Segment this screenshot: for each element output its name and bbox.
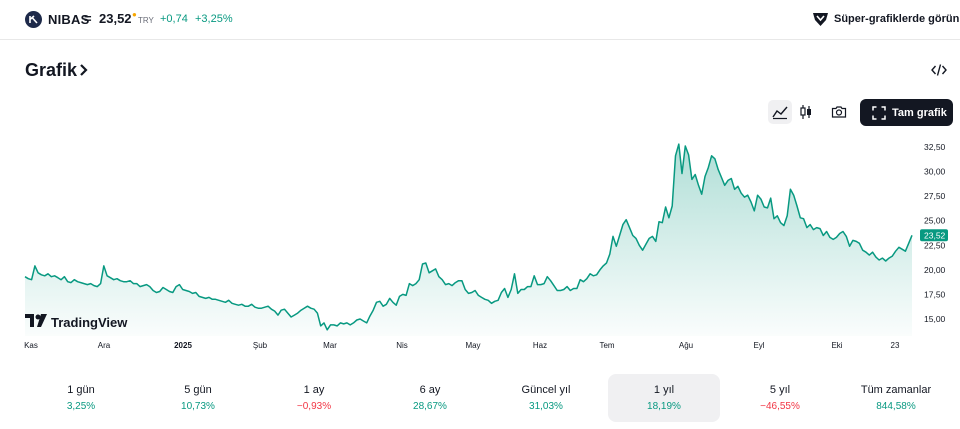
y-tick-label: 20,00 (924, 265, 946, 275)
last-price-badge (920, 229, 948, 242)
x-tick-label: Şub (253, 341, 268, 350)
tradingview-watermark[interactable]: TradingView (51, 315, 128, 330)
price-change: +0,74 (160, 13, 188, 25)
x-tick-label: Ağu (679, 341, 693, 350)
full-chart-label: Tam grafik (892, 107, 947, 119)
y-tick-label: 32,50 (924, 142, 946, 152)
period-button[interactable]: 6 ay 28,67% (374, 374, 486, 422)
period-change: 28,67% (413, 401, 447, 412)
last-price: 23,52 (99, 11, 132, 26)
section-title[interactable]: Grafik (25, 60, 78, 80)
area-chart-button[interactable] (768, 100, 792, 124)
symbol-header: NIBAS = 23,52 ● TRY +0,74 +3,25% Süper-g… (0, 0, 960, 40)
super-charts-icon[interactable] (812, 11, 829, 32)
price-line (24, 143, 913, 331)
price-area-fill (25, 144, 912, 336)
super-charts-link[interactable]: Süper-grafiklerde görün (834, 13, 960, 25)
period-change: −0,93% (296, 401, 332, 412)
x-tick-label: Tem (599, 341, 614, 350)
x-tick-label: 23 (891, 341, 900, 350)
symbol-ticker[interactable]: NIBAS (48, 12, 90, 27)
y-tick-label: 17,50 (924, 289, 946, 299)
period-label: 5 gün (184, 384, 212, 396)
area-chart-icon (772, 106, 788, 120)
y-tick-label: 15,00 (924, 314, 946, 324)
company-logo-icon (25, 11, 42, 28)
period-change: 18,19% (647, 401, 681, 412)
y-tick-label: 22,50 (924, 240, 946, 250)
period-change: 844,58% (876, 401, 916, 412)
x-tick-label: Ara (98, 341, 111, 350)
market-status-dot-icon: ● (132, 10, 137, 19)
period-label: 5 yıl (769, 384, 791, 396)
period-change: −46,55% (760, 401, 800, 412)
x-tick-label: Nis (396, 341, 408, 350)
period-button[interactable]: 5 gün 10,73% (142, 374, 254, 422)
period-button[interactable]: 1 gün 3,25% (25, 374, 137, 422)
fullscreen-icon (872, 106, 886, 120)
x-tick-label: Mar (323, 341, 337, 350)
period-change: 3,25% (66, 401, 96, 412)
last-price-badge-label: 23,52 (924, 230, 946, 240)
x-tick-label: Eyl (753, 341, 764, 350)
period-label: 1 yıl (653, 384, 675, 396)
period-change: 10,73% (181, 401, 215, 412)
x-tick-label: 2025 (174, 341, 192, 350)
x-tick-label: Eki (831, 341, 842, 350)
period-button[interactable]: 1 yıl 18,19% (608, 374, 720, 422)
period-label: 6 ay (419, 384, 441, 396)
equals-sign: = (84, 11, 92, 26)
price-chart[interactable]: 32,50 30,00 27,50 25,00 22,50 20,00 17,50 15,00… (0, 130, 960, 360)
period-selector: 1 gün 3,25% 5 gün 10,73% 1 ay −0,93% 6 ay 28,67… (25, 374, 945, 422)
candles-icon (800, 105, 811, 119)
embed-code-icon[interactable] (931, 63, 947, 82)
period-button[interactable]: Tüm zamanlar 844,58% (840, 374, 952, 422)
period-label: 1 ay (303, 384, 325, 396)
currency-label: TRY (138, 16, 154, 25)
x-tick-label: Kas (24, 341, 38, 350)
snapshot-button[interactable] (827, 100, 851, 124)
period-button[interactable]: 1 ay −0,93% (258, 374, 370, 422)
period-label: Tüm zamanlar (860, 384, 932, 396)
period-label: 1 gün (67, 384, 95, 396)
chevron-right-icon[interactable] (79, 63, 89, 82)
y-tick-label: 30,00 (924, 167, 946, 177)
x-tick-label: May (465, 341, 480, 350)
tradingview-logo-icon[interactable] (25, 314, 47, 332)
period-button[interactable]: 5 yıl −46,55% (724, 374, 836, 422)
x-tick-label: Haz (533, 341, 547, 350)
camera-icon (831, 106, 847, 118)
period-label: Güncel yıl (521, 384, 571, 396)
price-change-percent: +3,25% (195, 13, 233, 25)
full-chart-button[interactable]: Tam grafik (860, 99, 953, 126)
y-tick-label: 25,00 (924, 216, 946, 226)
y-tick-label: 27,50 (924, 191, 946, 201)
period-change: 31,03% (529, 401, 563, 412)
candles-button[interactable] (794, 100, 818, 124)
period-button[interactable]: Güncel yıl 31,03% (490, 374, 602, 422)
